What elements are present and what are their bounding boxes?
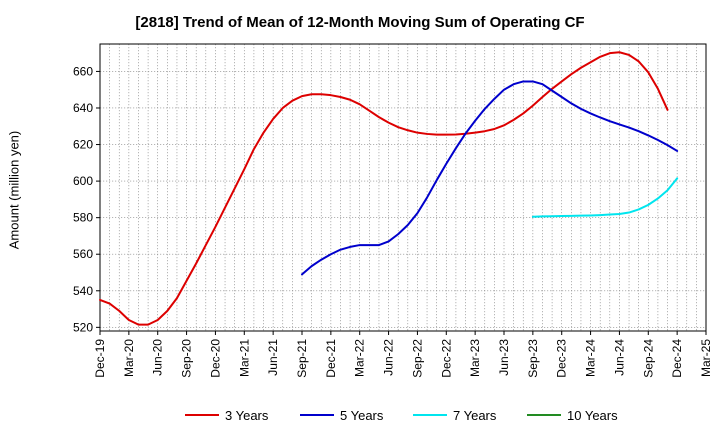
legend-label: 5 Years xyxy=(340,408,384,423)
x-tick-label: Sep-21 xyxy=(295,339,309,378)
axes: 520 540 560 580 600 620 640 660 Dec-19 Mar-20 Jun-… xyxy=(73,43,713,378)
x-tick-label: Jun-20 xyxy=(151,339,165,376)
series-lines xyxy=(99,51,679,326)
x-tick-label: Sep-20 xyxy=(180,339,194,378)
y-tick-label: 640 xyxy=(73,101,93,115)
legend-label: 10 Years xyxy=(567,408,618,423)
plot-border xyxy=(99,43,707,332)
x-tick-label: Jun-22 xyxy=(382,339,396,376)
y-tick-label: 580 xyxy=(73,211,93,225)
y-tick-label: 660 xyxy=(73,64,93,78)
x-tick-label: Dec-21 xyxy=(324,339,338,378)
x-tick-label: Dec-20 xyxy=(208,339,222,378)
x-tick-label: Dec-19 xyxy=(93,339,107,378)
legend: 3 Years 5 Years 7 Years 10 Years xyxy=(185,408,618,423)
series-line-7-years xyxy=(531,177,679,218)
series-line-3-years xyxy=(99,51,669,326)
y-tick-label: 540 xyxy=(73,284,93,298)
x-tick-label: Jun-21 xyxy=(266,339,280,376)
chart-title: [2818] Trend of Mean of 12-Month Moving … xyxy=(135,14,585,31)
legend-label: 3 Years xyxy=(225,408,269,423)
y-tick-label: 620 xyxy=(73,138,93,152)
y-tick-label: 520 xyxy=(73,320,93,334)
x-tick-label: Mar-22 xyxy=(353,339,367,377)
x-tick-label: Mar-21 xyxy=(237,339,251,377)
legend-label: 7 Years xyxy=(453,408,497,423)
x-tick-label: Jun-23 xyxy=(497,339,511,376)
x-tick-label: Mar-23 xyxy=(468,339,482,377)
x-tick-label: Sep-24 xyxy=(641,339,655,378)
x-tick-label: Dec-22 xyxy=(439,339,453,378)
x-tick-label: Dec-24 xyxy=(670,339,684,378)
x-tick-label: Mar-24 xyxy=(584,339,598,377)
x-tick-label: Sep-22 xyxy=(410,339,424,378)
x-tick-label: Dec-23 xyxy=(555,339,569,378)
x-tick-label: Mar-20 xyxy=(122,339,136,377)
y-tick-label: 600 xyxy=(73,174,93,188)
x-tick-label: Jun-24 xyxy=(612,339,626,376)
series-line-5-years xyxy=(301,80,679,276)
x-tick-label: Sep-23 xyxy=(526,339,540,378)
grid xyxy=(100,44,706,331)
y-tick-label: 560 xyxy=(73,247,93,261)
x-tick-label: Mar-25 xyxy=(699,339,713,377)
